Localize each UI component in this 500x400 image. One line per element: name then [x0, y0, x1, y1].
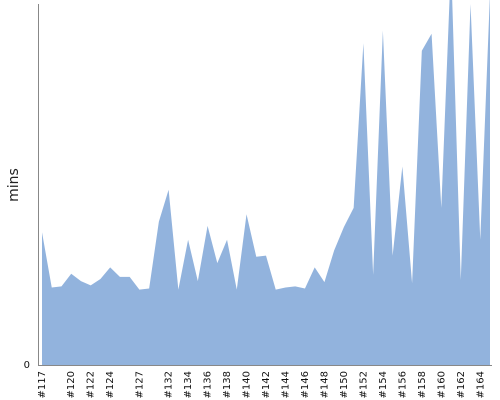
data-point-120 [69, 272, 73, 276]
x-tick-label-138: #138 [222, 371, 233, 398]
data-point-137 [215, 261, 219, 265]
data-point-122 [89, 283, 93, 287]
data-point-139 [235, 288, 239, 292]
data-point-154 [381, 29, 385, 33]
data-point-160 [439, 206, 443, 210]
data-point-127 [137, 288, 141, 292]
data-point-118 [50, 285, 54, 289]
data-point-126 [128, 275, 132, 279]
data-point-133 [176, 288, 180, 292]
data-point-146 [303, 287, 307, 291]
data-point-159 [430, 32, 434, 36]
data-point-125 [118, 275, 122, 279]
data-point-136 [206, 224, 210, 228]
data-point-119 [59, 284, 63, 288]
data-point-152 [361, 41, 365, 45]
data-point-144 [283, 285, 287, 289]
x-tick-label-146: #146 [300, 371, 311, 398]
x-tick-label-117: #117 [37, 371, 48, 398]
data-point-142 [264, 254, 268, 258]
x-tick-label-154: #154 [378, 371, 389, 398]
data-point-134 [186, 238, 190, 242]
x-tick-label-142: #142 [261, 371, 272, 398]
x-tick-label-160: #160 [436, 371, 447, 398]
data-point-157 [410, 281, 414, 285]
data-point-163 [469, 2, 473, 6]
data-point-162 [459, 278, 463, 282]
data-point-147 [313, 265, 317, 269]
data-point-151 [352, 206, 356, 210]
data-point-141 [254, 255, 258, 259]
x-tick-label-156: #156 [397, 371, 408, 398]
x-tick-label-162: #162 [456, 371, 467, 398]
x-axis-labels: #117 #120 #122 #124 #127 #132 #134 #136 #138 #140… [37, 371, 486, 398]
x-tick-label-148: #148 [319, 371, 330, 398]
data-point-145 [293, 284, 297, 288]
data-point-123 [98, 277, 102, 281]
x-tick-label-164: #164 [475, 371, 486, 398]
x-tick-label-134: #134 [183, 371, 194, 398]
x-tick-label-144: #144 [280, 371, 291, 398]
data-point-129 [157, 220, 161, 224]
data-point-117 [40, 230, 44, 234]
x-tick-label-132: #132 [164, 371, 175, 398]
x-tick-label-136: #136 [203, 371, 214, 398]
data-point-149 [332, 248, 336, 252]
x-tick-label-124: #124 [105, 371, 116, 398]
data-point-135 [196, 279, 200, 283]
x-tick-label-140: #140 [242, 371, 253, 398]
data-point-143 [274, 288, 278, 292]
series-area [42, 0, 490, 365]
x-tick-label-150: #150 [339, 371, 350, 398]
data-point-124 [108, 265, 112, 269]
y-axis-title: mins [6, 168, 22, 202]
data-point-155 [391, 254, 395, 258]
data-point-150 [342, 225, 346, 229]
x-tick-label-127: #127 [134, 371, 145, 398]
data-point-153 [371, 273, 375, 277]
data-point-148 [322, 280, 326, 284]
area-layer [40, 0, 490, 365]
x-tick-label-120: #120 [66, 371, 77, 398]
data-point-121 [79, 279, 83, 283]
data-point-132 [167, 188, 171, 192]
x-tick-label-158: #158 [417, 371, 428, 398]
data-point-140 [245, 212, 249, 216]
data-point-156 [400, 164, 404, 168]
data-point-164 [478, 238, 482, 242]
x-tick-label-152: #152 [358, 371, 369, 398]
x-tick-label-122: #122 [86, 371, 97, 398]
data-point-128 [147, 287, 151, 291]
y-tick-label-0: 0 [24, 360, 30, 371]
data-point-138 [225, 238, 229, 242]
data-point-158 [420, 49, 424, 53]
